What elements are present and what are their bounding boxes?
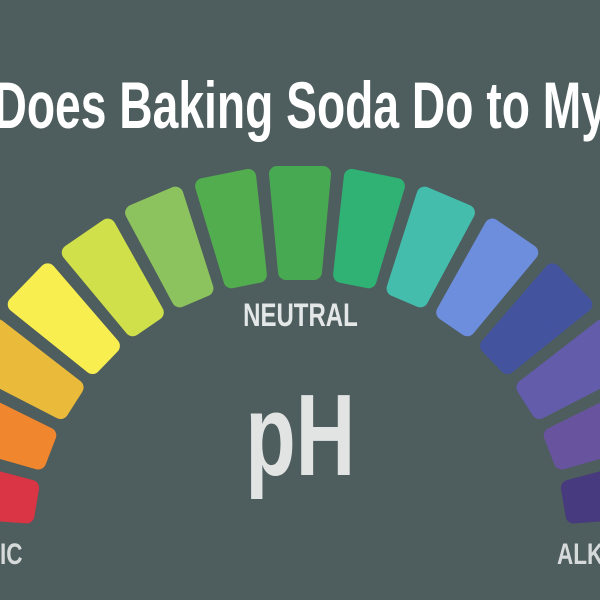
gauge-segment-cornflower-blue xyxy=(436,218,539,337)
gauge-segment-purple xyxy=(543,383,600,470)
gauge-segment-blue-violet xyxy=(516,319,600,420)
gauge-segment-red xyxy=(0,454,40,524)
gauge-segment-green xyxy=(269,166,331,280)
gauge-segment-light-green xyxy=(195,168,267,289)
gauge-segment-orange xyxy=(0,383,57,470)
gauge-segment-teal xyxy=(386,186,475,308)
gauge-segment-yellow-green xyxy=(125,186,214,308)
gauge-segment-emerald xyxy=(333,168,405,289)
gauge-segment-lime xyxy=(61,218,164,337)
gauge-segment-yellow xyxy=(7,263,120,375)
gauge-segment-indigo-blue xyxy=(480,263,593,375)
gauge-segment-gold xyxy=(0,319,84,420)
gauge-segments xyxy=(0,166,600,524)
acidic-label: IC xyxy=(0,538,23,571)
alkaline-label: ALK xyxy=(557,538,600,571)
gauge-segment-dark-purple xyxy=(560,454,600,524)
